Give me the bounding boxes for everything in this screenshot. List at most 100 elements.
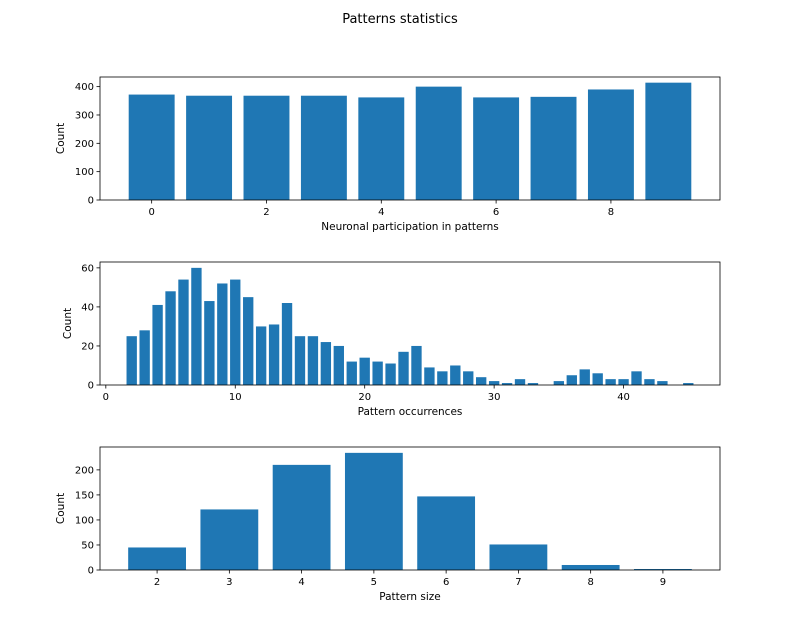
x-tick-label-size-7: 7 (515, 577, 521, 588)
bar-occurrences-31 (501, 383, 513, 385)
x-tick-label-occurrences-30: 30 (488, 392, 501, 403)
x-tick-label-size-8: 8 (587, 577, 593, 588)
y-tick-label-size-200: 200 (75, 465, 94, 476)
bar-occurrences-38 (592, 373, 603, 385)
bar-participation-2 (243, 95, 290, 200)
bar-occurrences-32 (514, 379, 526, 385)
figure-title: Patterns statistics (342, 12, 458, 27)
y-tick-label-occurrences-40: 40 (81, 302, 94, 313)
bar-occurrences-36 (566, 375, 577, 385)
bar-occurrences-29 (476, 377, 487, 385)
bar-size-2 (128, 547, 186, 570)
subplot-pattern-occurrences: 0 10 20 30 40 0 20 40 60 Pattern occurrences Count (62, 261, 721, 418)
bar-occurrences-25 (424, 367, 435, 385)
x-tick-label-size-6: 6 (443, 577, 449, 588)
bar-occurrences-41 (631, 371, 642, 385)
bar-size-7 (489, 544, 548, 570)
y-tick-label-size-50: 50 (81, 540, 94, 551)
bar-occurrences-37 (579, 369, 590, 385)
y-tick-label-size-100: 100 (75, 515, 94, 526)
bar-occurrences-14 (281, 303, 293, 385)
subplot-neuronal-participation: 0 2 4 6 8 0 100 200 300 400 Neuronal participation… (55, 76, 721, 233)
bar-participation-0 (128, 94, 175, 200)
x-tick-label-occurrences-0: 0 (103, 392, 109, 403)
bar-occurrences-39 (605, 379, 616, 385)
axes-frame-occurrences (99, 261, 721, 386)
y-tick-label-participation-100: 100 (75, 167, 94, 178)
bar-occurrences-2 (126, 336, 137, 385)
x-tick-label-occurrences-40: 40 (617, 392, 630, 403)
y-axis-label-occurrences: Count (62, 308, 74, 339)
y-tick-label-size-150: 150 (75, 490, 94, 501)
x-axis-label-participation: Neuronal participation in patterns (321, 221, 498, 233)
bar-occurrences-17 (320, 342, 332, 385)
bar-participation-9 (645, 82, 692, 200)
bar-occurrences-16 (307, 336, 319, 385)
y-axis-label-size: Count (55, 493, 67, 524)
bar-size-4 (272, 464, 331, 570)
bar-occurrences-43 (657, 381, 668, 385)
x-tick-label-participation-6: 6 (493, 207, 499, 218)
y-tick-label-size-0: 0 (88, 566, 94, 577)
bar-size-9 (634, 569, 692, 570)
bar-occurrences-4 (152, 304, 163, 385)
bar-occurrences-10 (230, 279, 241, 385)
axes-frame-size (99, 446, 721, 571)
bar-occurrences-23 (398, 351, 409, 385)
y-tick-label-occurrences-60: 60 (81, 263, 94, 274)
x-tick-label-size-4: 4 (298, 577, 304, 588)
bar-occurrences-13 (268, 324, 280, 385)
bar-participation-4 (358, 97, 405, 200)
bar-occurrences-15 (294, 336, 306, 385)
x-tick-label-size-9: 9 (660, 577, 666, 588)
bar-occurrences-35 (553, 381, 565, 385)
y-tick-label-occurrences-0: 0 (88, 381, 94, 392)
bar-size-5 (344, 452, 403, 570)
bar-participation-3 (300, 95, 347, 200)
bar-occurrences-33 (527, 383, 539, 385)
bar-occurrences-40 (618, 379, 629, 385)
x-axis-label-size: Pattern size (379, 591, 440, 603)
x-axis-label-occurrences: Pattern occurrences (358, 406, 463, 418)
y-tick-label-participation-0: 0 (88, 196, 94, 207)
bar-occurrences-3 (139, 330, 150, 385)
bar-occurrences-6 (178, 279, 189, 385)
x-tick-label-size-5: 5 (371, 577, 377, 588)
bar-occurrences-30 (488, 381, 500, 385)
y-tick-label-participation-200: 200 (75, 139, 94, 150)
bar-occurrences-42 (644, 379, 655, 385)
bar-occurrences-21 (372, 361, 383, 385)
x-tick-label-participation-2: 2 (263, 207, 269, 218)
bar-occurrences-5 (165, 291, 176, 385)
y-tick-label-participation-400: 400 (75, 82, 94, 93)
x-tick-label-participation-0: 0 (148, 207, 154, 218)
bar-occurrences-20 (359, 357, 370, 385)
bar-occurrences-9 (217, 283, 228, 385)
bar-occurrences-22 (385, 363, 396, 385)
bar-occurrences-27 (450, 365, 461, 385)
bar-occurrences-11 (243, 297, 254, 385)
y-tick-label-occurrences-20: 20 (81, 341, 94, 352)
bar-occurrences-45 (683, 383, 694, 385)
x-tick-label-size-3: 3 (226, 577, 232, 588)
x-tick-label-participation-8: 8 (608, 207, 614, 218)
bar-participation-1 (186, 95, 233, 200)
bar-occurrences-28 (463, 371, 474, 385)
subplot-pattern-size: 2 3 4 5 6 7 8 9 0 50 100 150 200 Pattern size Count (55, 446, 721, 603)
bar-size-3 (200, 509, 259, 570)
bar-occurrences-19 (346, 361, 357, 385)
y-tick-label-participation-300: 300 (75, 110, 94, 121)
x-tick-label-occurrences-10: 10 (229, 392, 242, 403)
bar-participation-7 (530, 96, 577, 200)
axes-frame-participation (99, 76, 721, 201)
bar-occurrences-18 (333, 345, 344, 385)
bar-participation-5 (415, 86, 462, 200)
y-axis-label-participation: Count (55, 123, 67, 154)
bar-size-6 (417, 496, 476, 570)
bar-size-8 (561, 564, 620, 570)
x-tick-label-participation-4: 4 (378, 207, 384, 218)
bar-participation-6 (473, 97, 520, 200)
bar-occurrences-26 (437, 371, 448, 385)
bar-occurrences-24 (411, 345, 422, 385)
